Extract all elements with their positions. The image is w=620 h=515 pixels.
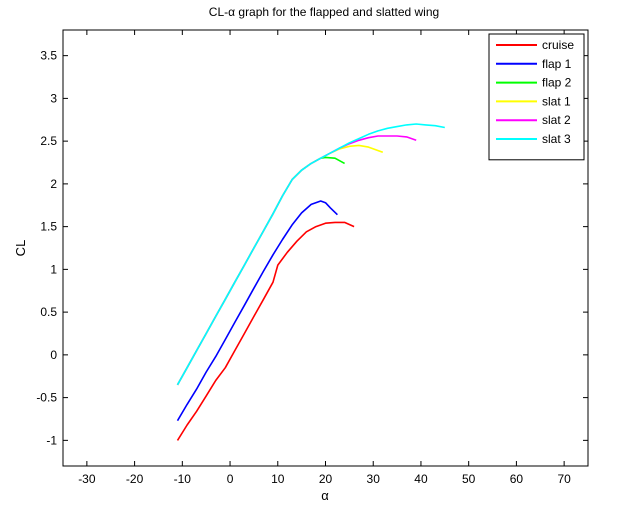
series-lines bbox=[176, 123, 445, 441]
legend-label-slat-3: slat 3 bbox=[542, 132, 571, 146]
y-tick-label: 0.5 bbox=[40, 305, 57, 319]
x-tick-label: 50 bbox=[462, 472, 476, 486]
x-tick-label: 70 bbox=[557, 472, 571, 486]
legend-label-flap-1: flap 1 bbox=[542, 57, 572, 71]
chart-title: CL-α graph for the flapped and slatted w… bbox=[209, 5, 439, 19]
x-axis-label: α bbox=[321, 488, 329, 503]
y-tick-label: 1 bbox=[50, 262, 57, 276]
x-tick-label: -20 bbox=[126, 472, 144, 486]
series-line-cruise bbox=[176, 221, 355, 441]
axis-ticks: -30 -20 -10 0 10 20 30 40 50 60 70 -1 -0.5 0 0.5 1 1.5 2 2… bbox=[36, 30, 588, 486]
x-tick-label: 30 bbox=[367, 472, 381, 486]
series-line-flap-1 bbox=[176, 200, 338, 422]
legend: cruise flap 1 flap 2 slat 1 slat 2 slat 3 bbox=[488, 33, 585, 161]
y-tick-label: 0 bbox=[50, 348, 57, 362]
legend-label-flap-2: flap 2 bbox=[542, 76, 572, 90]
series-line-slat-3 bbox=[176, 123, 445, 386]
y-tick-label: -0.5 bbox=[36, 391, 57, 405]
x-tick-label: 0 bbox=[227, 472, 234, 486]
legend-label-cruise: cruise bbox=[542, 38, 574, 52]
y-tick-label: 3 bbox=[50, 91, 57, 105]
x-tick-label: 20 bbox=[319, 472, 333, 486]
y-axis-label: CL bbox=[13, 240, 28, 257]
x-tick-label: 40 bbox=[414, 472, 428, 486]
legend-label-slat-1: slat 1 bbox=[542, 94, 571, 108]
y-tick-label: 3.5 bbox=[40, 49, 57, 63]
x-tick-label: -30 bbox=[78, 472, 96, 486]
legend-label-slat-2: slat 2 bbox=[542, 113, 571, 127]
x-tick-label: -10 bbox=[174, 472, 192, 486]
y-tick-label: 2 bbox=[50, 177, 57, 191]
y-tick-label: 2.5 bbox=[40, 134, 57, 148]
x-tick-label: 10 bbox=[271, 472, 285, 486]
y-tick-label: -1 bbox=[46, 433, 57, 447]
x-tick-label: 60 bbox=[510, 472, 524, 486]
y-tick-label: 1.5 bbox=[40, 220, 57, 234]
